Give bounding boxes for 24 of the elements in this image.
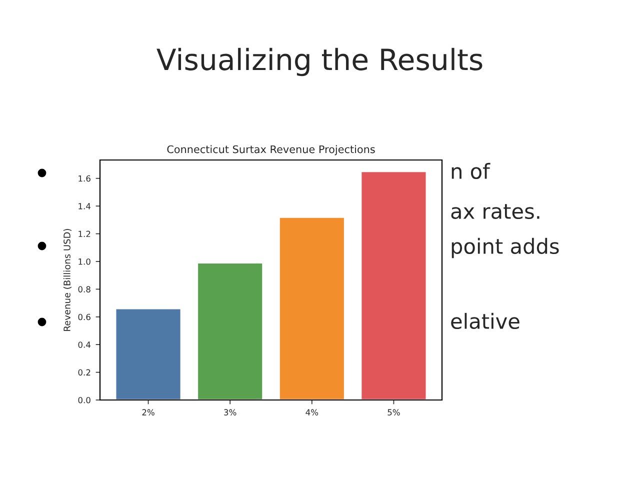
y-tick-label: 1.4 bbox=[78, 203, 91, 210]
y-tick-label: 0.8 bbox=[78, 286, 90, 292]
x-tick-label: 3% bbox=[224, 409, 236, 416]
bar bbox=[196, 262, 264, 400]
x-tick-label: 5% bbox=[388, 409, 400, 416]
bar bbox=[278, 216, 346, 400]
text: ax rates. bbox=[451, 204, 540, 220]
y-tick-label: 0.0 bbox=[78, 396, 90, 404]
y-tick-label: 0.6 bbox=[78, 314, 90, 320]
text: n of bbox=[452, 162, 490, 180]
x-tick-label: 2% bbox=[142, 409, 154, 416]
y-tick-label: 0.4 bbox=[78, 342, 91, 348]
y-tick-label: 1.6 bbox=[78, 175, 90, 182]
bar bbox=[360, 170, 428, 400]
text: elative bbox=[451, 312, 520, 330]
y-axis-title: Revenue (Billions USD) bbox=[63, 228, 72, 331]
chart-title: Visualizing the Results bbox=[156, 48, 482, 76]
bar bbox=[114, 308, 182, 400]
y-tick-label: 1.0 bbox=[78, 258, 90, 265]
chart-subtitle: Connecticut Surtax Revenue Projections bbox=[167, 145, 375, 156]
y-tick-label: 1.2 bbox=[78, 230, 90, 237]
y-tick-label: 0.2 bbox=[78, 369, 90, 376]
x-tick-label: 4% bbox=[306, 409, 318, 416]
text: point adds bbox=[452, 238, 559, 258]
